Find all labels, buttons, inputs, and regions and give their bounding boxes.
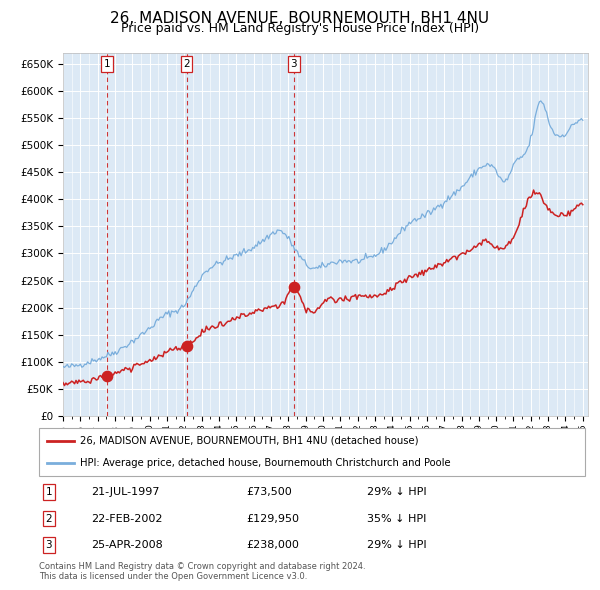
Text: 35% ↓ HPI: 35% ↓ HPI <box>367 513 426 523</box>
Text: 29% ↓ HPI: 29% ↓ HPI <box>367 540 426 550</box>
Text: 26, MADISON AVENUE, BOURNEMOUTH, BH1 4NU (detached house): 26, MADISON AVENUE, BOURNEMOUTH, BH1 4NU… <box>80 436 418 446</box>
Text: 1: 1 <box>46 487 52 497</box>
Point <box>289 283 299 292</box>
Text: HPI: Average price, detached house, Bournemouth Christchurch and Poole: HPI: Average price, detached house, Bour… <box>80 458 451 468</box>
Text: £73,500: £73,500 <box>247 487 292 497</box>
Text: 1: 1 <box>104 59 110 69</box>
Text: 29% ↓ HPI: 29% ↓ HPI <box>367 487 426 497</box>
FancyBboxPatch shape <box>39 428 585 476</box>
Text: Price paid vs. HM Land Registry's House Price Index (HPI): Price paid vs. HM Land Registry's House … <box>121 22 479 35</box>
Text: 3: 3 <box>46 540 52 550</box>
Text: Contains HM Land Registry data © Crown copyright and database right 2024.: Contains HM Land Registry data © Crown c… <box>39 562 365 571</box>
Text: 2: 2 <box>46 513 52 523</box>
Text: £129,950: £129,950 <box>247 513 299 523</box>
Text: 26, MADISON AVENUE, BOURNEMOUTH, BH1 4NU: 26, MADISON AVENUE, BOURNEMOUTH, BH1 4NU <box>110 11 490 25</box>
Text: 3: 3 <box>290 59 297 69</box>
Text: 22-FEB-2002: 22-FEB-2002 <box>91 513 163 523</box>
Text: £238,000: £238,000 <box>247 540 299 550</box>
Text: 2: 2 <box>183 59 190 69</box>
Point <box>182 341 191 350</box>
Text: 21-JUL-1997: 21-JUL-1997 <box>91 487 160 497</box>
Text: This data is licensed under the Open Government Licence v3.0.: This data is licensed under the Open Gov… <box>39 572 307 581</box>
Text: 25-APR-2008: 25-APR-2008 <box>91 540 163 550</box>
Point <box>103 372 112 381</box>
